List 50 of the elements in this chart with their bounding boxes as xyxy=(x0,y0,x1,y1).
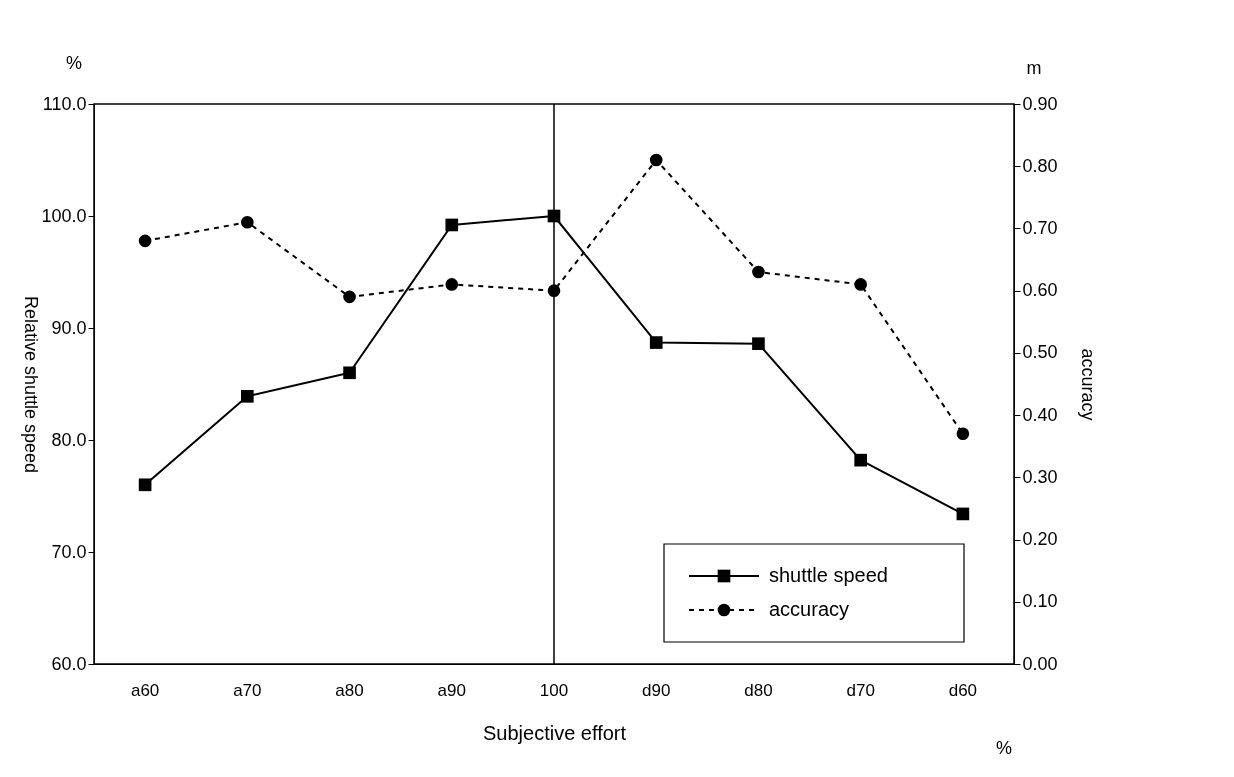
point xyxy=(752,265,765,279)
legend-label: accuracy xyxy=(769,598,850,620)
y-tick-label: 90.0 xyxy=(51,317,87,338)
point xyxy=(241,390,254,403)
y2-tick-label: 0.30 xyxy=(1022,466,1058,487)
point xyxy=(752,337,765,350)
point xyxy=(343,366,356,380)
y-tick-label: 110.0 xyxy=(42,93,87,114)
y-tick-label: 80.0 xyxy=(51,429,87,450)
point xyxy=(956,507,970,521)
x-tick-label: 100 xyxy=(539,680,569,700)
x-tick-label: a90 xyxy=(437,680,466,700)
x-tick-label: d60 xyxy=(948,680,978,700)
point xyxy=(649,153,663,167)
y2-tick-label: 0.10 xyxy=(1022,591,1058,612)
y2-tick-label: 0.00 xyxy=(1022,653,1058,674)
x-tick-label: d80 xyxy=(744,680,773,700)
point xyxy=(241,215,254,229)
y2-tick-label: 0.20 xyxy=(1022,529,1058,550)
x-tick-label: d90 xyxy=(642,680,671,700)
y-tick-label: 70.0 xyxy=(51,541,87,562)
y2-tick-label: 0.40 xyxy=(1022,404,1058,425)
x-tick-label: a70 xyxy=(233,680,262,700)
point xyxy=(343,290,356,304)
y2-tick-label: 0.50 xyxy=(1022,342,1058,363)
point xyxy=(138,234,152,248)
text: % xyxy=(995,738,1013,758)
y2-tick-label: 0.60 xyxy=(1022,280,1058,301)
point xyxy=(854,278,867,291)
y2-axis-title: accuracy xyxy=(1077,348,1098,421)
y-axis-title: Relative shuttle speed xyxy=(21,295,42,474)
point xyxy=(649,336,663,349)
legend-label: shuttle speed xyxy=(769,564,888,586)
y2-tick-label: 0.70 xyxy=(1022,217,1058,238)
text: % xyxy=(65,53,83,73)
point xyxy=(445,278,459,291)
y2-tick-label: 0.90 xyxy=(1022,93,1058,114)
point xyxy=(445,218,459,232)
point xyxy=(854,453,867,467)
x-tick-label: d70 xyxy=(846,680,875,700)
y-tick-label: 60.0 xyxy=(51,653,87,674)
point xyxy=(547,284,561,297)
point xyxy=(138,478,152,492)
text: m xyxy=(1026,58,1042,78)
x-tick-label: a60 xyxy=(130,680,160,700)
y2-tick-label: 0.80 xyxy=(1022,155,1058,176)
x-tick-label: a80 xyxy=(335,680,364,700)
point xyxy=(956,427,970,441)
x-axis-title: Subjective effort xyxy=(482,721,627,744)
y-tick-label: 100.0 xyxy=(41,205,87,226)
